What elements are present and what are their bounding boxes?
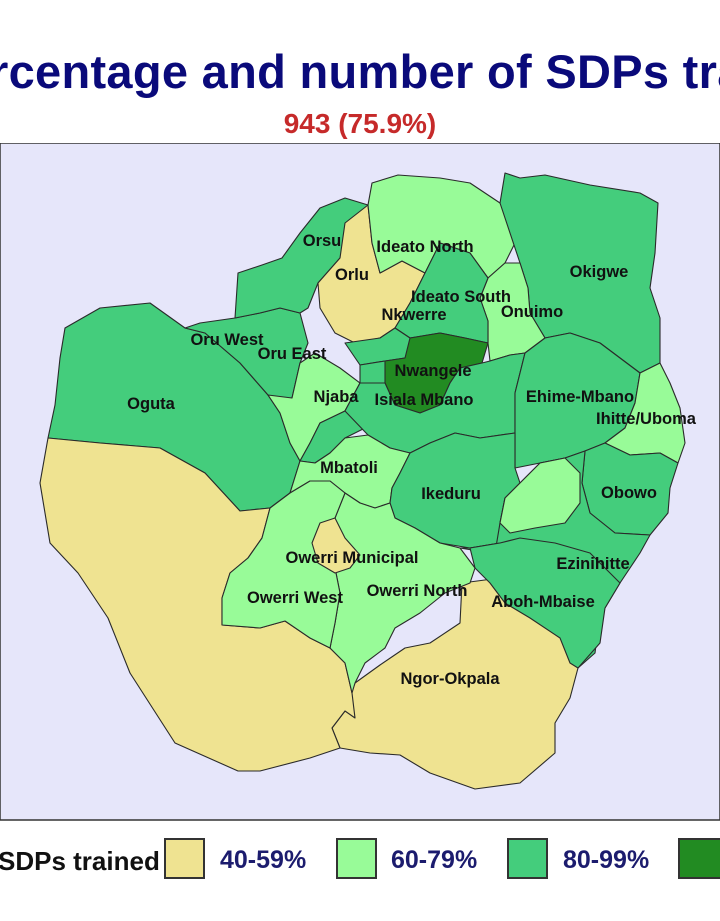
- label-ideato-north: Ideato North: [376, 238, 473, 256]
- label-oguta: Oguta: [127, 395, 175, 413]
- label-ideato-south: Ideato South: [411, 288, 511, 306]
- label-aboh-mbaise: Aboh-Mbaise: [491, 593, 595, 611]
- legend: SDPs trained 40-59% 60-79% 80-99%: [0, 838, 720, 888]
- legend-swatch-60-79: [336, 838, 377, 879]
- label-ikeduru: Ikeduru: [421, 485, 481, 503]
- label-ngor-okpala: Ngor-Okpala: [400, 670, 500, 688]
- label-owerri-municipal: Owerri Municipal: [286, 549, 419, 567]
- map-title: rcentage and number of SDPs trai: [0, 45, 720, 98]
- label-obowo: Obowo: [601, 484, 657, 502]
- legend-swatch-80-99: [507, 838, 548, 879]
- region-ezinihitte-east[interactable]: [499, 457, 581, 534]
- legend-label-80-99: 80-99%: [563, 846, 650, 874]
- legend-swatch-40-59: [164, 838, 205, 879]
- label-nwangele: Nwangele: [394, 362, 471, 380]
- legend-swatch-100: [678, 838, 720, 879]
- label-ehime-mbano: Ehime-Mbano: [526, 388, 634, 406]
- label-nkwerre: Nkwerre: [381, 306, 446, 324]
- label-mbatoli: Mbatoli: [320, 459, 378, 477]
- label-isiala-mbano: Isiala Mbano: [374, 391, 473, 409]
- label-orlu: Orlu: [335, 266, 369, 284]
- label-njaba: Njaba: [314, 388, 360, 406]
- region-labels: Orsu Orlu Ideato North Ideato South Okig…: [127, 232, 697, 688]
- choropleth-map: Orsu Orlu Ideato North Ideato South Okig…: [0, 143, 720, 821]
- label-okigwe: Okigwe: [570, 263, 629, 281]
- label-ezinihitte: Ezinihitte: [556, 555, 629, 573]
- legend-label-40-59: 40-59%: [220, 846, 307, 874]
- legend-label-60-79: 60-79%: [391, 846, 478, 874]
- region-aboh-mbaise-main[interactable]: [469, 537, 621, 669]
- legend-title: SDPs trained: [0, 846, 160, 876]
- label-ihitte-uboma: Ihitte/Uboma: [596, 410, 697, 428]
- map-subtitle: 943 (75.9%): [283, 108, 437, 139]
- label-owerri-north: Owerri North: [367, 582, 468, 600]
- label-oru-west: Oru West: [190, 331, 264, 349]
- label-onuimo: Onuimo: [501, 303, 563, 321]
- label-owerri-west: Owerri West: [247, 589, 343, 607]
- region-owerri-municipal[interactable]: [311, 517, 361, 574]
- label-orsu: Orsu: [303, 232, 342, 250]
- label-oru-east: Oru East: [258, 345, 327, 363]
